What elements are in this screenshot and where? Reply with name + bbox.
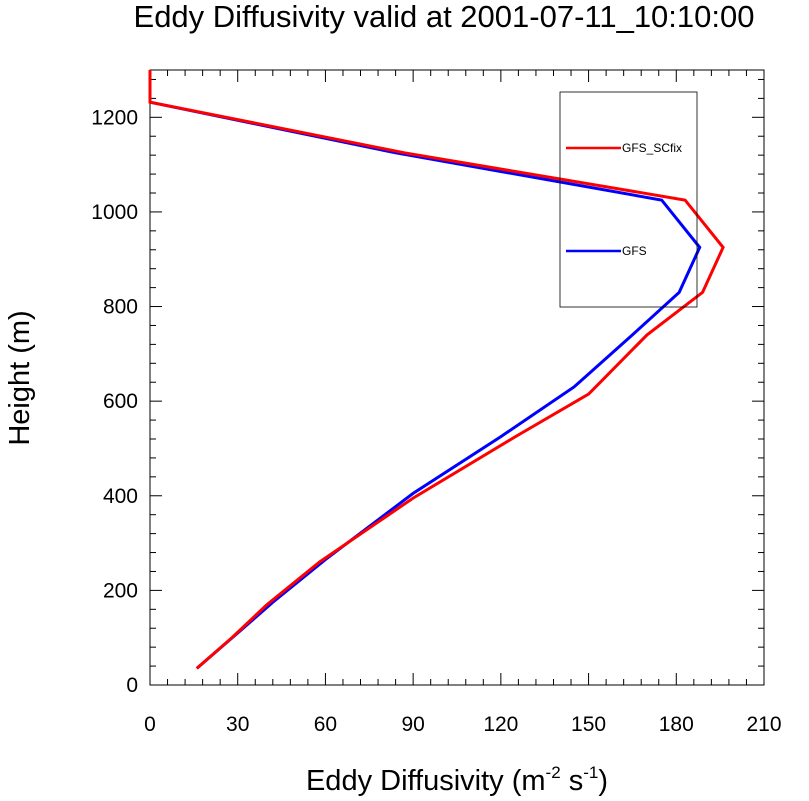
x-tick-label: 30 (226, 713, 249, 736)
x-tick-label: 0 (144, 713, 156, 736)
chart-title: Eddy Diffusivity valid at 2001-07-11_10:… (134, 0, 755, 34)
x-tick-label: 150 (571, 713, 606, 736)
x-axis-label-sup1: -2 (546, 763, 561, 782)
y-tick-label: 800 (103, 296, 138, 319)
legend-label-gfs-scfix: GFS_SCfix (622, 141, 682, 155)
series-line-gfs (148, 70, 702, 670)
x-axis-label: Eddy Diffusivity (m-2 s-1) (306, 763, 608, 797)
y-tick-label: 1000 (91, 201, 138, 224)
y-axis-label: Height (m) (4, 310, 36, 445)
x-tick-label: 180 (659, 713, 694, 736)
x-axis-label-sup2: -1 (583, 763, 598, 782)
x-tick-label: 60 (314, 713, 337, 736)
y-tick-label: 1200 (91, 106, 138, 129)
x-axis-label-mid: s (561, 765, 584, 797)
x-tick-label: 120 (483, 713, 518, 736)
x-tick-label: 90 (401, 713, 424, 736)
series-layer (148, 70, 725, 670)
series-line-gfs-scfix (148, 70, 725, 670)
y-tick-label: 200 (103, 579, 138, 602)
x-axis-label-end: ) (598, 765, 608, 797)
legend: GFS_SCfix GFS (559, 91, 698, 308)
legend-label-gfs: GFS (622, 244, 647, 258)
x-axis-label-main: Eddy Diffusivity (m (306, 765, 546, 797)
plot-frame (149, 69, 765, 686)
legend-box (559, 91, 698, 308)
plot-area (149, 69, 765, 686)
x-tick-label: 210 (746, 713, 781, 736)
axis-ticks: 0 30 60 90 120 150 180 210 0 200 400 600 800 1000 1200 (91, 70, 782, 736)
y-tick-label: 400 (103, 485, 138, 508)
y-tick-label: 0 (126, 674, 138, 697)
y-tick-label: 600 (103, 390, 138, 413)
